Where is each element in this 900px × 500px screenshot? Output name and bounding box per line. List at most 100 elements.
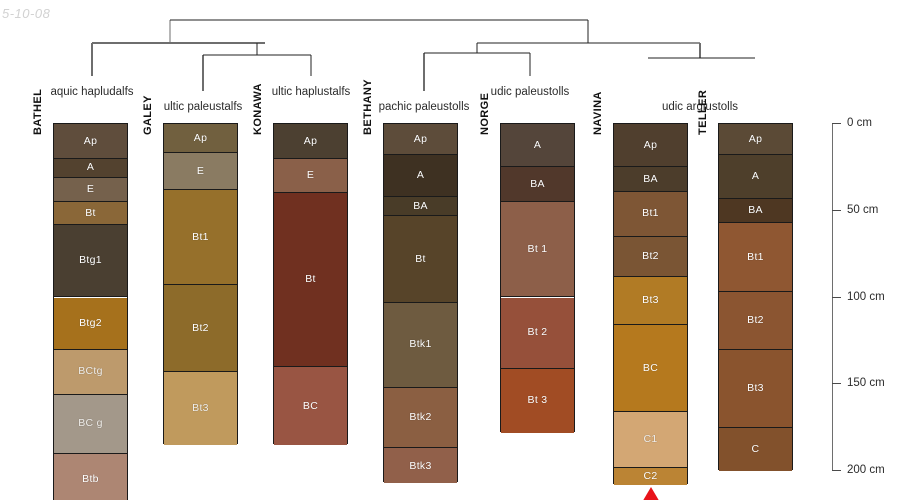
horizon-block[interactable]: E bbox=[274, 158, 347, 194]
horizon-label: Btg2 bbox=[79, 316, 102, 329]
horizon-label: Bt2 bbox=[642, 249, 659, 262]
profile-column[interactable]: Ap E Bt1 Bt2 Bt3 bbox=[163, 123, 238, 445]
horizon-block[interactable]: Ap bbox=[164, 124, 237, 154]
horizon-label: A bbox=[416, 169, 425, 182]
horizon-label: Ap bbox=[413, 132, 428, 145]
horizon-block[interactable]: Bt bbox=[54, 202, 127, 225]
horizon-label: Bt bbox=[85, 206, 96, 219]
horizon-block[interactable]: A bbox=[719, 155, 792, 199]
profile-column[interactable]: Ap A BA Bt Btk1 Btk2 Btk3 bbox=[383, 123, 458, 484]
profile-name-navina: NAVINA bbox=[592, 91, 604, 135]
horizon-block[interactable]: Ap bbox=[384, 124, 457, 156]
horizon-label: Bt3 bbox=[192, 402, 209, 415]
horizon-label: A bbox=[533, 138, 542, 151]
horizon-label: Btk3 bbox=[409, 459, 432, 472]
horizon-block[interactable]: C1 bbox=[614, 412, 687, 468]
horizon-label: Ap bbox=[748, 132, 763, 145]
horizon-block[interactable]: Ap bbox=[614, 124, 687, 168]
axis-tick bbox=[832, 297, 841, 298]
horizon-block[interactable]: Btk3 bbox=[384, 448, 457, 484]
horizon-block[interactable]: Bt2 bbox=[164, 285, 237, 373]
profile-column[interactable]: A BA Bt 1 Bt 2 Bt 3 bbox=[500, 123, 575, 433]
horizon-block[interactable]: BC bbox=[274, 366, 347, 445]
horizon-block[interactable]: Ap bbox=[719, 124, 792, 156]
horizon-block[interactable]: Btg1 bbox=[54, 224, 127, 298]
horizon-block[interactable]: Ap bbox=[274, 124, 347, 159]
horizon-block[interactable]: Bt bbox=[384, 215, 457, 303]
horizon-label: Ap bbox=[83, 134, 98, 147]
axis-tick-label: 200 cm bbox=[847, 464, 885, 476]
horizon-label: BA bbox=[748, 203, 763, 216]
horizon-label: Btk1 bbox=[409, 338, 432, 351]
horizon-block[interactable]: Bt 1 bbox=[501, 202, 574, 298]
taxonomy-label: pachic paleustolls bbox=[378, 101, 470, 113]
profile-column[interactable]: Ap E Bt BC bbox=[273, 123, 348, 445]
horizon-block[interactable]: Btk2 bbox=[384, 387, 457, 449]
horizon-block[interactable]: Bt2 bbox=[719, 292, 792, 350]
horizon-block[interactable]: Bt1 bbox=[614, 191, 687, 237]
horizon-block[interactable]: Bt1 bbox=[719, 222, 792, 293]
horizon-block[interactable]: A bbox=[501, 124, 574, 168]
horizon-label: Bt bbox=[415, 252, 426, 265]
profile-name-norge: NORGE bbox=[479, 92, 491, 135]
horizon-block[interactable]: Bt bbox=[274, 193, 347, 367]
horizon-block[interactable]: BA bbox=[501, 167, 574, 203]
horizon-label: BC bbox=[302, 399, 319, 412]
horizon-block[interactable]: A bbox=[54, 158, 127, 178]
profile-column[interactable]: Ap A E Bt Btg1 Btg2 BCtg BC g Btb bbox=[53, 123, 128, 500]
horizon-block[interactable]: Bt1 bbox=[164, 189, 237, 286]
horizon-block[interactable]: BC bbox=[614, 325, 687, 412]
horizon-block[interactable]: C bbox=[719, 427, 792, 471]
profile-name-konawa: KONAWA bbox=[252, 83, 264, 135]
horizon-block[interactable]: C2 bbox=[614, 467, 687, 485]
horizon-block[interactable]: BC g bbox=[54, 394, 127, 454]
horizon-block[interactable]: BA bbox=[384, 196, 457, 216]
horizon-block[interactable]: Bt3 bbox=[719, 349, 792, 428]
axis-tick bbox=[832, 383, 841, 384]
horizon-label: E bbox=[86, 183, 95, 196]
taxonomy-label: ultic haplustalfs bbox=[271, 86, 351, 98]
horizon-label: Bt2 bbox=[192, 321, 209, 334]
horizon-block[interactable]: Bt 3 bbox=[501, 368, 574, 433]
axis-spine bbox=[832, 123, 833, 470]
profile-name-bethany: BETHANY bbox=[362, 79, 374, 135]
horizon-block[interactable]: Btg2 bbox=[54, 297, 127, 350]
selected-profile-marker bbox=[640, 486, 661, 500]
horizon-label: Bt2 bbox=[747, 314, 764, 327]
horizon-block[interactable]: Bt2 bbox=[614, 236, 687, 277]
horizon-block[interactable]: Btb bbox=[54, 453, 127, 500]
horizon-label: BC g bbox=[78, 417, 103, 430]
horizon-label: Ap bbox=[643, 138, 658, 151]
horizon-block[interactable]: A bbox=[384, 155, 457, 197]
horizon-block[interactable]: BCtg bbox=[54, 349, 127, 395]
horizon-block[interactable]: Bt3 bbox=[614, 276, 687, 326]
horizon-block[interactable]: E bbox=[54, 177, 127, 203]
taxonomy-label: ultic paleustalfs bbox=[163, 101, 243, 113]
horizon-label: C bbox=[751, 443, 760, 456]
horizon-block[interactable]: Bt3 bbox=[164, 372, 237, 445]
horizon-label: C1 bbox=[643, 433, 658, 445]
horizon-label: Ap bbox=[303, 134, 318, 147]
horizon-block[interactable]: BA bbox=[614, 167, 687, 192]
horizon-block[interactable]: Btk1 bbox=[384, 302, 457, 388]
horizon-label: BA bbox=[643, 172, 658, 185]
taxonomy-label: aquic hapludalfs bbox=[50, 86, 134, 98]
axis-tick-label: 50 cm bbox=[847, 204, 879, 216]
horizon-label: BC bbox=[642, 361, 659, 374]
profile-column[interactable]: Ap BA Bt1 Bt2 Bt3 BC C1 C2 bbox=[613, 123, 688, 485]
horizon-block[interactable]: E bbox=[164, 153, 237, 190]
taxonomy-label: udic paleustolls bbox=[490, 86, 570, 98]
axis-tick-label: 100 cm bbox=[847, 291, 885, 303]
horizon-block[interactable]: BA bbox=[719, 198, 792, 223]
horizon-label: Bt 3 bbox=[527, 394, 548, 407]
horizon-label: Bt 2 bbox=[527, 326, 548, 339]
horizon-label: Bt1 bbox=[747, 250, 764, 263]
horizon-label: Bt1 bbox=[642, 207, 659, 220]
horizon-block[interactable]: Bt 2 bbox=[501, 297, 574, 369]
axis-tick bbox=[832, 123, 841, 124]
horizon-label: E bbox=[196, 164, 205, 177]
profile-column[interactable]: Ap A BA Bt1 Bt2 Bt3 C bbox=[718, 123, 793, 471]
horizon-label: Btb bbox=[82, 473, 99, 486]
horizon-label: BA bbox=[530, 177, 545, 190]
horizon-block[interactable]: Ap bbox=[54, 124, 127, 159]
